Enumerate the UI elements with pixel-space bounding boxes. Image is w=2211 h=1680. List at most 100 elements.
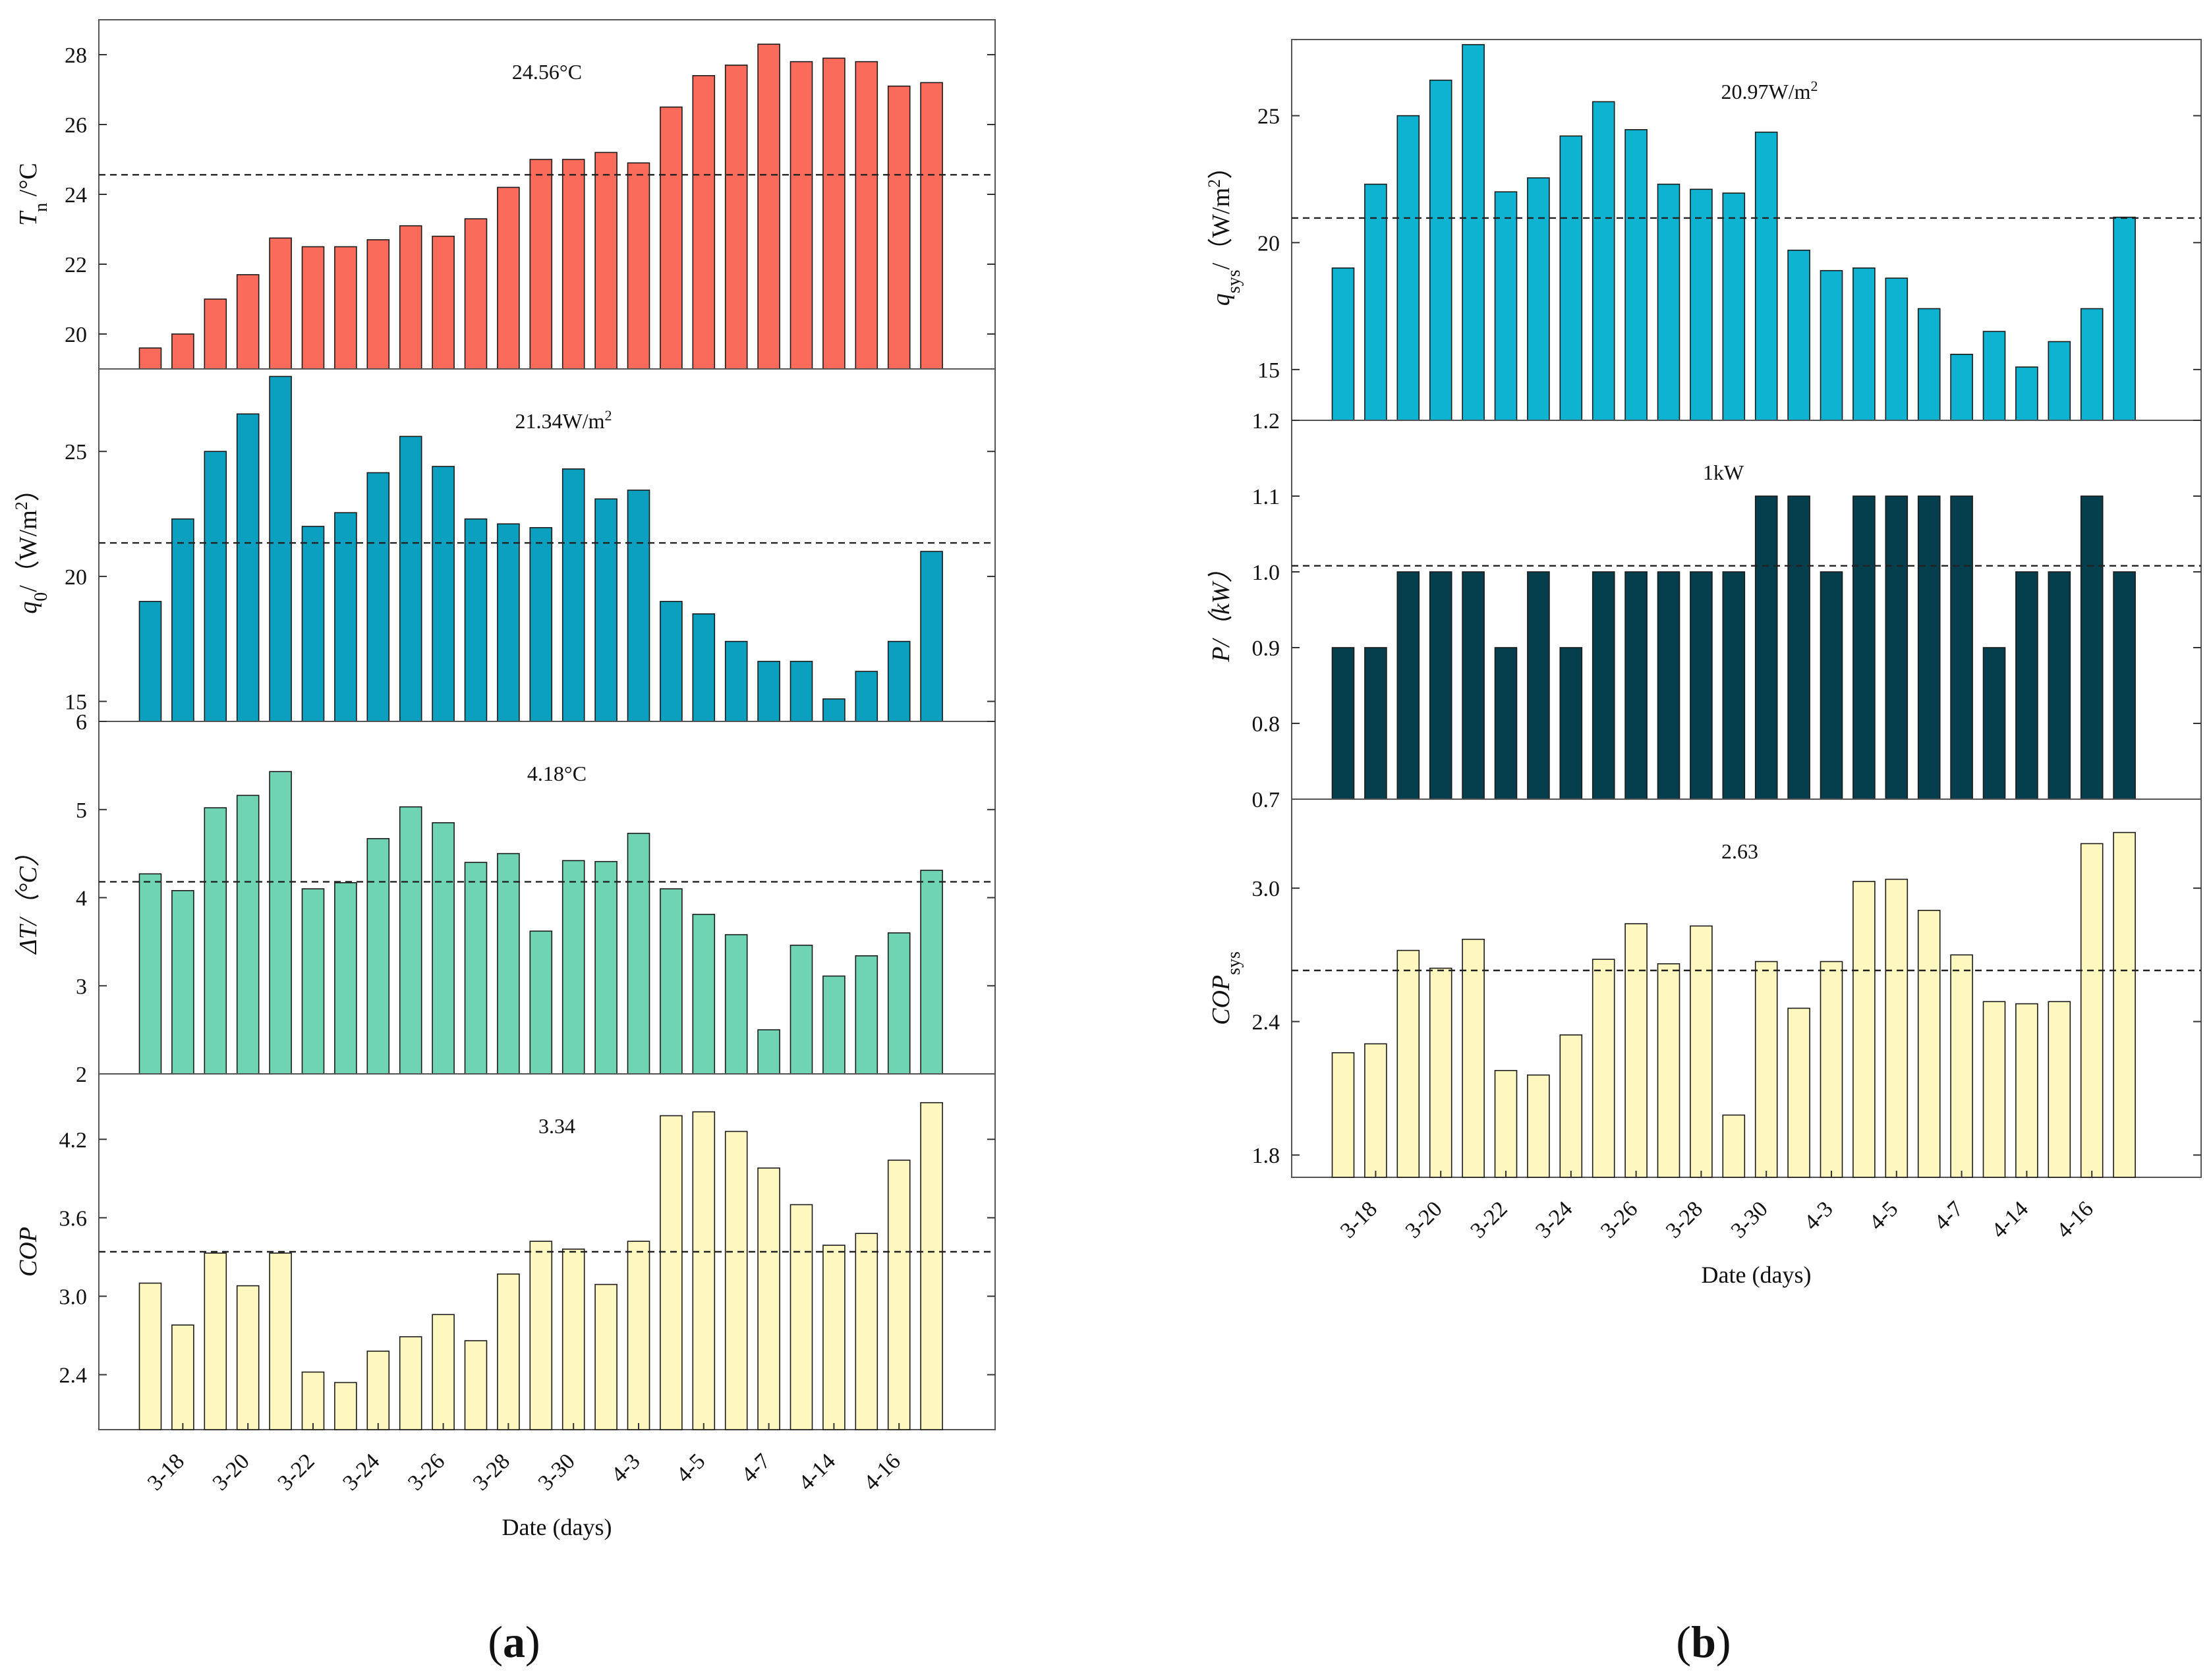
subplot-a-cop-ylabel: COP [14,1227,42,1277]
subplot-b-power-ytick-label: 1.2 [1252,409,1280,434]
bar-3-21 [269,771,292,1075]
bar-4-6 [1917,495,1941,800]
bar-3-29 [529,930,553,1075]
subplot-a-q0-ytick-label: 15 [65,690,87,715]
subplot-b-power-ytick-label: 0.9 [1252,636,1280,661]
bar-3-31 [594,860,617,1075]
subplot-a-tn-ytick-label: 26 [65,113,87,138]
bar-4-5 [692,613,716,722]
bar-3-18 [171,1324,194,1430]
bar-4-14 [2015,366,2038,421]
subplot-b-power-average-label: 1kW [1703,461,1744,484]
bar-4-3 [627,833,650,1075]
bar-3-31 [594,1283,617,1430]
subplot-b-power: 1kW 0.7 0.8 0.9 1.0 1.1 1.2 P/（kW） [1207,409,2202,812]
bar-3-19 [1396,571,1420,800]
bar-3-29 [529,527,553,722]
bar-4-5 [1885,878,1909,1178]
subplot-a-tn-ylabel: Tn /°C [14,163,51,226]
subplot-a-tn-average-label: 24.56°C [512,60,582,84]
bar-3-24 [366,472,390,722]
subplot-a-deltat-ytick-label: 6 [76,710,87,735]
subplot-b-copsys-ytick-label: 2.4 [1252,1011,1280,1035]
bar-3-30 [561,1248,585,1430]
bar-4-15 [2048,571,2071,800]
subplot-a-q0-ylabel: q0/（W/m2） [12,476,51,614]
bar-4-7 [1950,495,1973,800]
bar-4-5 [692,75,716,370]
bar-3-23 [334,246,357,370]
subplot-a-cop-ytick-label: 3.0 [59,1285,88,1310]
bar-4-4 [660,888,683,1075]
bar-4-3 [627,1241,650,1430]
bar-3-21 [269,376,292,722]
bar-4-13 [790,1204,813,1430]
subplot-a-deltat-ytick-label: 5 [76,798,87,823]
bar-3-30 [561,159,585,370]
bar-4-3 [627,490,650,722]
bar-4-16 [2080,495,2104,800]
bar-4-5 [692,914,716,1075]
bar-4-3 [1820,961,1843,1178]
bar-4-15 [855,1233,878,1430]
bar-3-22 [1494,1070,1518,1178]
bar-3-21 [1462,43,1485,421]
bar-4-16 [887,85,911,370]
subplot-a-tn-ytick-label: 28 [65,43,87,68]
bar-3-29 [1722,192,1746,421]
bar-3-24 [1559,135,1583,421]
subplot-a-deltat-ytick-label: 3 [76,974,87,999]
bar-4-6 [724,65,748,370]
panel-label-a: (a) [488,1617,540,1667]
subplot-b-copsys-xlabel: Date (days) [1702,1262,1812,1288]
bar-3-17 [1331,647,1355,800]
bar-4-4 [660,106,683,370]
subplot-a-q0-ylabel-unit: /（W/m [14,510,42,592]
subplot-b-qsys-ytick-label: 20 [1257,231,1280,256]
bar-3-23 [334,1382,357,1430]
subplot-b-copsys-ylabel-main: COP [1207,975,1235,1025]
subplot-a-cop-ytick-label: 2.4 [59,1364,88,1388]
subplot-a-cop-average-label: 3.34 [538,1114,575,1138]
bar-3-31 [1787,249,1810,421]
bar-3-21 [1462,938,1485,1178]
bar-3-28 [497,186,520,370]
bar-4-16 [2080,308,2104,421]
bar-3-18 [1364,183,1387,421]
bar-4-16 [887,640,911,722]
subplot-b-copsys-ytick-label: 3.0 [1252,877,1280,901]
bar-3-26 [1624,129,1648,421]
bar-4-7 [757,43,780,370]
bar-4-13 [790,61,813,370]
subplot-b-qsys-ylabel-sub: sys [1224,269,1244,293]
bar-3-20 [236,413,260,722]
subplot-b-copsys-ylabel: COPsys [1207,951,1244,1025]
bar-4-14 [822,1245,846,1430]
bar-4-13 [790,944,813,1075]
bar-4-17 [2113,831,2136,1178]
subplot-a-q0-ylabel-sup: 2 [12,501,31,510]
subplot-b-power-ylabel: P/（kW） [1207,557,1235,662]
bar-4-5 [1885,495,1909,800]
subplot-b-power-ytick-label: 1.0 [1252,561,1280,585]
subplot-a-deltat-ytick-label: 4 [76,887,87,911]
bar-4-4 [1852,267,1876,421]
bar-4-7 [757,1167,780,1430]
bar-3-29 [1722,571,1746,800]
bar-4-4 [660,601,683,722]
bar-4-17 [920,870,943,1075]
bar-4-6 [1917,308,1941,421]
bar-3-29 [1722,1114,1746,1178]
bar-4-14 [822,975,846,1075]
bar-3-20 [1429,571,1452,800]
bar-4-3 [1820,269,1843,421]
bar-3-19 [204,1252,227,1430]
bar-3-28 [1690,571,1713,800]
bar-3-22 [301,1371,325,1430]
bar-3-25 [399,435,422,722]
bar-3-17 [138,347,162,370]
